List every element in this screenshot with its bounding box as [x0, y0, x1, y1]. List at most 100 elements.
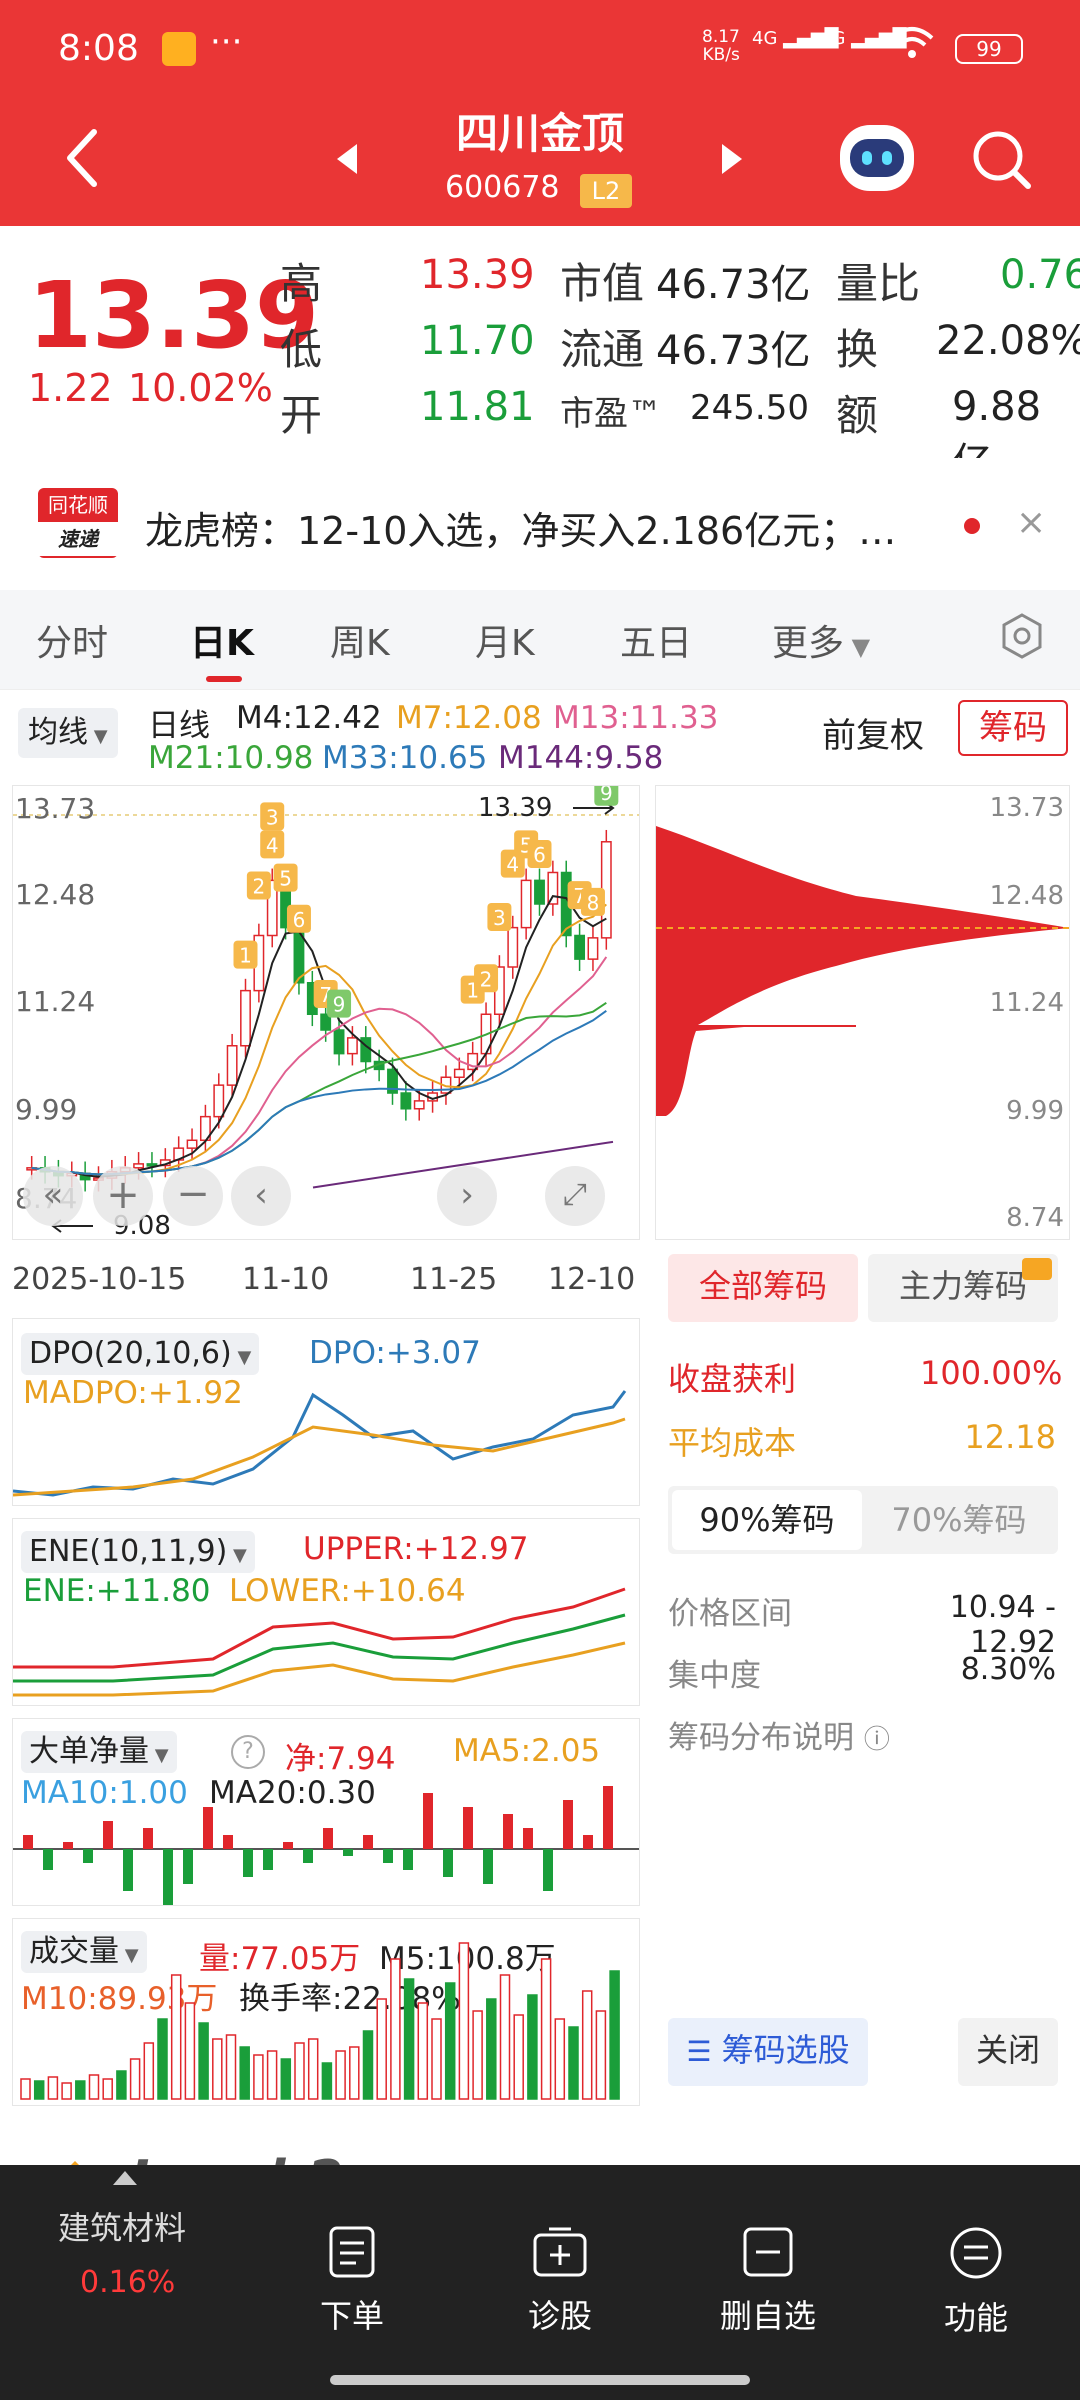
chip-select-button[interactable]: ☰ 筹码选股: [668, 2018, 868, 2086]
ma13-label: M13:11.33: [553, 700, 719, 736]
news-text[interactable]: 龙虎榜：12-10入选，净买入2.186亿元；…: [145, 509, 897, 553]
chip-y-tick: 8.74: [1006, 1203, 1064, 1233]
signal-marker-bg: [233, 940, 258, 969]
active-tab-indicator: [206, 676, 242, 682]
home-indicator[interactable]: [330, 2375, 750, 2385]
settings-icon[interactable]: [998, 612, 1046, 664]
turnover-value: 22.08%: [936, 318, 1080, 364]
volume-bar: [499, 1974, 511, 2100]
bigorder-bar: [463, 1807, 473, 1849]
tab-weekly-k[interactable]: 周K: [330, 623, 390, 664]
tab-five-day[interactable]: 五日: [620, 623, 693, 664]
next-stock-icon[interactable]: [720, 142, 744, 180]
kline-chart[interactable]: 13.73 12.48 11.24 9.99 8.74 13.39 9.08 1…: [12, 777, 640, 1241]
signal-digit: 4: [506, 853, 519, 877]
big-order-panel[interactable]: 大单净量 ▼ ? 净:7.94 MA5:2.05 MA10:1.00 MA20:…: [12, 1718, 640, 1906]
zoom-out-icon[interactable]: −: [163, 1166, 223, 1226]
chip-y-tick: 13.73: [990, 793, 1064, 823]
ma-lines: [31, 895, 614, 1189]
volume-selector[interactable]: 成交量 ▼: [21, 1931, 147, 1973]
pct70-tab[interactable]: 70%筹码: [891, 1501, 1027, 1539]
volume-bar: [513, 2014, 524, 2100]
battery-icon: 99: [955, 34, 1023, 64]
more-notifications-icon: ···: [210, 22, 243, 62]
ma-selector[interactable]: 均线 ▼: [18, 708, 118, 758]
signal-digit: 5: [279, 867, 292, 891]
chip-explain-link[interactable]: 筹码分布说明 ⓘ: [668, 1720, 890, 1756]
tab-daily-k[interactable]: 日K: [190, 623, 254, 664]
nav-functions[interactable]: 功能: [896, 2225, 1056, 2339]
signal-marker: 6: [527, 839, 552, 868]
volume-ratio-value: 0.76: [1000, 252, 1080, 298]
robot-assistant-icon[interactable]: [840, 125, 914, 191]
zoom-in-icon[interactable]: +: [93, 1166, 153, 1226]
adjust-label[interactable]: 前复权: [822, 716, 924, 756]
tab-monthly-k[interactable]: 月K: [475, 623, 535, 664]
signal-marker-bg: [474, 964, 499, 993]
chip-y-tick: 12.48: [990, 881, 1064, 911]
volume-bar: [527, 1994, 538, 2100]
lock-icon: [1022, 1258, 1052, 1280]
stock-name: 四川金顶: [455, 109, 624, 158]
volume-panel[interactable]: 成交量 ▼ 量:77.05万 M5:100.8万 M10:89.93万 换手率:…: [12, 1918, 640, 2106]
expand-up-icon[interactable]: [113, 2171, 137, 2185]
nav-diagnose[interactable]: 诊股: [480, 2225, 640, 2337]
ene-panel[interactable]: ENE(10,11,9) ▼ UPPER:+12.97 ENE:+11.80 L…: [12, 1518, 640, 1706]
move-right-icon[interactable]: ›: [437, 1166, 497, 1226]
move-left-icon[interactable]: ‹: [231, 1166, 291, 1226]
sector-name[interactable]: 建筑材料: [58, 2209, 187, 2247]
tab-intraday[interactable]: 分时: [36, 623, 109, 664]
volume-bar: [33, 2080, 45, 2100]
wifi-icon: [890, 26, 934, 69]
bigorder-selector[interactable]: 大单净量 ▼: [21, 1731, 177, 1773]
ma4-label: M4:12.42: [236, 700, 382, 736]
signal-marker: 4: [260, 830, 285, 859]
close-chip-button[interactable]: 关闭: [958, 2018, 1058, 2086]
prev-stock-icon[interactable]: [335, 142, 359, 180]
bigorder-bar: [343, 1849, 353, 1856]
signal-digit: 6: [293, 908, 306, 932]
bigorder-bar: [483, 1849, 493, 1884]
volume-bar: [198, 2022, 209, 2100]
news-ticker[interactable]: 同花顺 速递 龙虎榜：12-10入选，净买入2.186亿元；… ×: [0, 458, 1080, 588]
bigorder-bar: [443, 1849, 453, 1877]
nav-remove-watchlist[interactable]: 删自选: [688, 2225, 848, 2337]
volume-bar: [143, 2042, 155, 2100]
scroll-left-icon[interactable]: «: [23, 1166, 83, 1226]
search-icon[interactable]: [970, 128, 1034, 196]
tab-more[interactable]: 更多 ▼: [772, 623, 871, 664]
bigorder-bar: [103, 1821, 113, 1849]
bigorder-bar: [23, 1835, 33, 1849]
all-chips-tab[interactable]: 全部筹码: [668, 1254, 858, 1322]
volume-bar: [595, 2010, 607, 2100]
fullscreen-icon[interactable]: ⤢: [545, 1166, 605, 1226]
float-cap-label: 流通: [560, 325, 645, 374]
madpo-value: MADPO:+1.92: [23, 1375, 243, 1411]
dpo-selector[interactable]: DPO(20,10,6) ▼: [21, 1333, 260, 1375]
back-arrow-icon[interactable]: [62, 128, 102, 192]
close-news-icon[interactable]: ×: [1016, 502, 1047, 543]
volume-bar: [554, 2018, 566, 2100]
nav-order[interactable]: 下单: [272, 2225, 432, 2337]
dpo-panel[interactable]: DPO(20,10,6) ▼ DPO:+3.07 MADPO:+1.92: [12, 1318, 640, 1506]
high-value: 13.39: [420, 252, 535, 298]
candles: [26, 829, 612, 1192]
ma-line: [31, 895, 607, 1178]
candle-body: [240, 989, 251, 1047]
pct90-tab[interactable]: 90%筹码: [672, 1490, 862, 1550]
candle-body: [346, 1037, 358, 1055]
chip-button[interactable]: 筹码: [958, 700, 1068, 756]
candle-body: [213, 1084, 225, 1118]
signal-marker-bg: [246, 871, 271, 900]
help-icon[interactable]: ?: [231, 1735, 265, 1769]
signal-marker-bg: [580, 887, 605, 916]
ma-line: [31, 1001, 607, 1176]
stock-code: 600678: [445, 170, 560, 205]
ene-selector[interactable]: ENE(10,11,9) ▼: [21, 1531, 255, 1573]
status-time: 8:08: [58, 28, 139, 69]
volume-bar: [157, 2018, 168, 2100]
signal-marker: 2: [474, 964, 499, 993]
volume-bar: [61, 2082, 72, 2100]
high-price-label: 13.39: [478, 793, 552, 823]
